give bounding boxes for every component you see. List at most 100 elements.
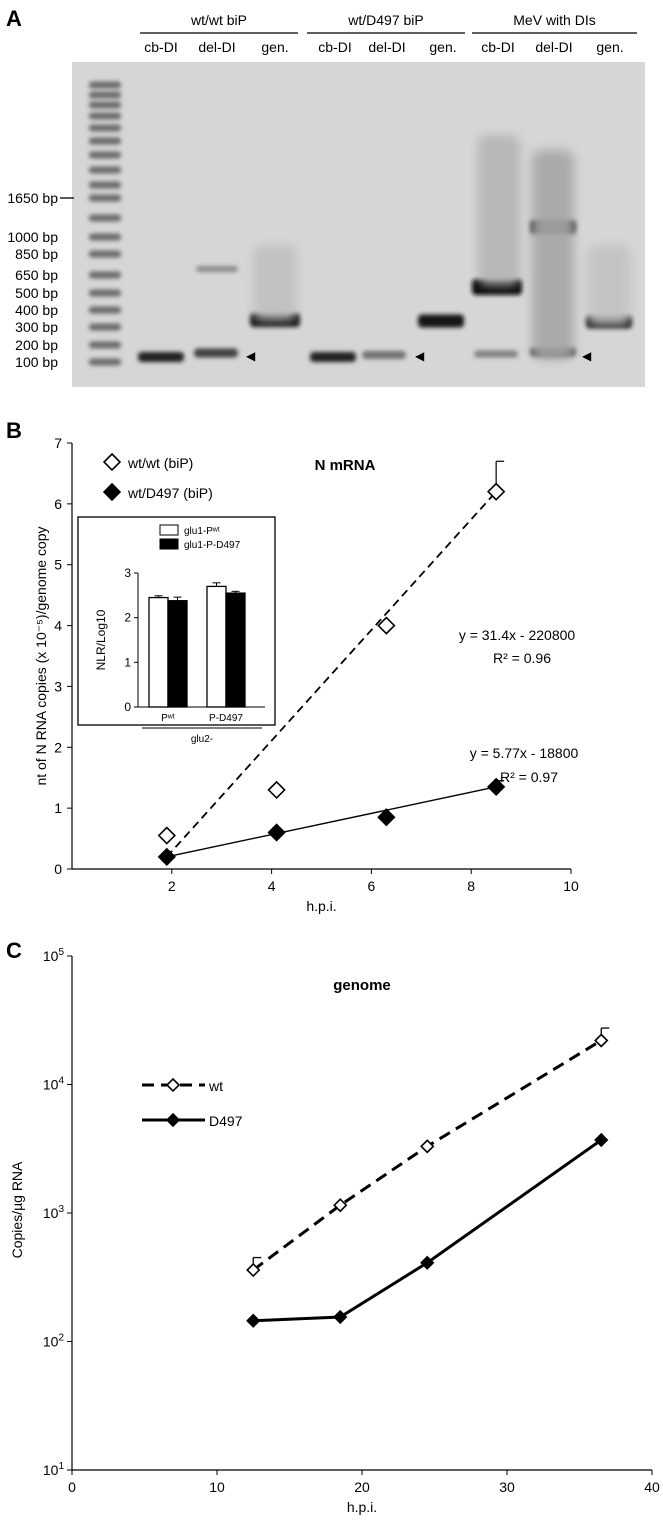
gel-lane-label: cb-DI <box>144 39 177 55</box>
gel-band <box>474 350 518 358</box>
inset-y-axis-label: NLR/Log10 <box>94 609 108 670</box>
genome-chart: 101 102 103 104 105 0 10 20 30 40 h.p.i. Copies/µg … <box>9 947 660 1515</box>
data-point <box>267 823 286 842</box>
data-point <box>333 1309 348 1325</box>
gel-group-label: MeV with DIs <box>513 12 595 28</box>
ladder-size-label: 200 bp <box>15 337 58 353</box>
legend-label: wt/wt (biP) <box>127 455 193 471</box>
inset-category-label: P-D497 <box>209 713 243 724</box>
gel-group-label: wt/D497 biP <box>347 12 423 28</box>
x-tick-label: 20 <box>354 1479 370 1495</box>
gel-lane-label: cb-DI <box>318 39 351 55</box>
gel-smear <box>478 135 520 285</box>
panel-letter-b: B <box>6 418 22 443</box>
ladder-band <box>89 233 121 241</box>
legend-marker <box>165 1112 181 1128</box>
ladder-size-label: 100 bp <box>15 354 58 370</box>
series-line <box>253 1138 603 1323</box>
gel-lane-label: del-DI <box>198 39 235 55</box>
y-tick-label: 0 <box>54 861 62 877</box>
ladder-band <box>89 271 121 279</box>
ladder-band <box>89 166 121 174</box>
y-axis-label: Copies/µg RNA <box>9 1161 25 1258</box>
x-tick-label: 10 <box>563 878 579 894</box>
ladder-size-label: 1000 bp <box>7 229 58 245</box>
y-tick-label: 5 <box>54 557 62 573</box>
gel-band <box>362 351 406 359</box>
trend-line <box>166 491 497 858</box>
gel-smear <box>253 245 297 320</box>
fit-r-squared: R² = 0.97 <box>500 769 558 785</box>
fit-equation: y = 31.4x - 220800 <box>459 627 576 643</box>
legend-marker <box>102 452 122 472</box>
panel-letter-c: C <box>6 938 22 963</box>
ladder-band <box>89 341 121 349</box>
ladder-band <box>89 101 121 109</box>
inset-legend-swatch <box>159 524 179 536</box>
inset-y-tick-label: 2 <box>124 611 131 625</box>
inset-legend-swatch <box>159 538 179 550</box>
ladder-band <box>89 112 121 120</box>
ladder-band <box>89 250 121 258</box>
y-tick-label: 1 <box>54 800 62 816</box>
gel-group-label: wt/wt biP <box>190 12 247 28</box>
ladder-size-label: 850 bp <box>15 246 58 262</box>
x-tick-label: 2 <box>168 878 176 894</box>
data-point <box>267 780 286 800</box>
ladder-band <box>89 194 121 202</box>
ladder-size-label: 500 bp <box>15 285 58 301</box>
panel-a: A wt/wt biP cb-DI del-DI gen. wt/D497 biP cb-… <box>6 6 645 387</box>
legend-marker <box>102 482 122 502</box>
ladder-size-label: 400 bp <box>15 302 58 318</box>
data-point <box>594 1132 609 1148</box>
panel-letter-a: A <box>6 6 22 31</box>
series-line <box>252 1039 603 1272</box>
x-tick-label: 10 <box>209 1479 225 1495</box>
data-point <box>333 1198 348 1213</box>
ladder-band <box>89 289 121 297</box>
y-tick-label: 105 <box>43 947 65 964</box>
data-point <box>420 1139 435 1154</box>
inset-y-tick-label: 0 <box>124 700 131 714</box>
ladder-size-label: 300 bp <box>15 319 58 335</box>
legend-label: wt/D497 (biP) <box>127 485 213 501</box>
inset-legend-label: glu1-Pʷᵗ <box>184 526 220 537</box>
y-tick-label: 7 <box>54 435 62 451</box>
gel-lane-label: gen. <box>261 39 288 55</box>
inset-group-label: glu2- <box>191 734 213 745</box>
x-tick-label: 0 <box>68 1479 76 1495</box>
chart-title: genome <box>333 977 391 994</box>
gel-lane-headers: wt/wt biP cb-DI del-DI gen. wt/D497 biP cb-DI… <box>140 12 637 55</box>
y-tick-label: 4 <box>54 618 62 634</box>
data-point <box>487 482 506 501</box>
data-point <box>594 1033 609 1048</box>
gel-bands <box>89 81 632 366</box>
x-tick-label: 8 <box>467 878 475 894</box>
y-tick-label: 6 <box>54 496 62 512</box>
ladder-band <box>89 181 121 189</box>
gel-lane-label: del-DI <box>535 39 572 55</box>
y-tick-label: 101 <box>43 1461 65 1478</box>
panel-c: C 101 102 103 104 105 0 10 20 30 40 h.p.i. Copies/µ… <box>6 938 660 1515</box>
data-point <box>157 826 176 845</box>
ladder-band <box>89 306 121 314</box>
ladder-size-label: 1650 bp <box>7 190 58 206</box>
trend-line <box>166 786 497 858</box>
inset-y-tick-label: 1 <box>124 655 131 669</box>
ladder-band <box>89 81 121 89</box>
ladder-band <box>89 137 121 145</box>
gel-band <box>196 266 238 272</box>
data-point <box>157 847 176 866</box>
inset-bar <box>225 592 246 708</box>
gel-lane-label: gen. <box>429 39 456 55</box>
gel-arrowheads: ◀ ◀ ◀ <box>246 349 592 363</box>
fit-equation: y = 5.77x - 18800 <box>470 745 579 761</box>
legend-label: wt <box>208 1078 223 1094</box>
data-point <box>487 777 506 796</box>
y-tick-label: 2 <box>54 739 62 755</box>
gel-smear <box>532 150 574 360</box>
data-point <box>420 1255 435 1270</box>
gel-lane-label: cb-DI <box>481 39 514 55</box>
